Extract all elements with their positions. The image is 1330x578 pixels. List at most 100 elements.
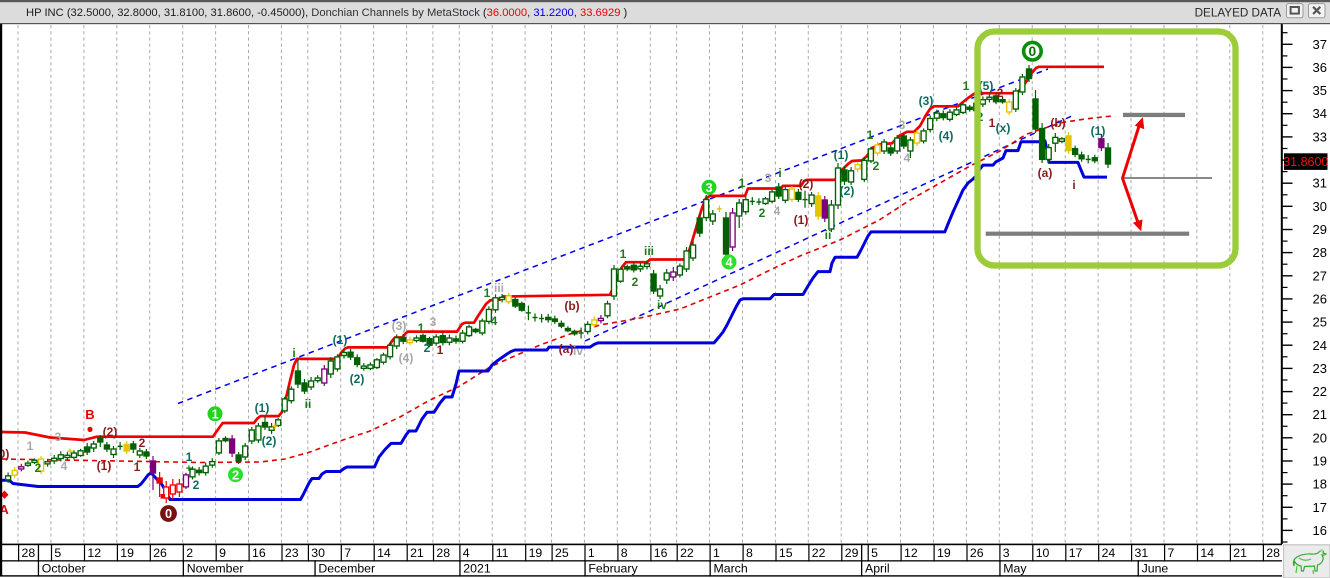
svg-text:(2): (2) xyxy=(262,434,277,448)
svg-text:1: 1 xyxy=(211,406,218,421)
svg-text:March: March xyxy=(714,561,748,575)
svg-text:28: 28 xyxy=(22,546,36,560)
svg-text:1: 1 xyxy=(134,460,141,474)
svg-text:26: 26 xyxy=(970,546,984,560)
svg-text:22: 22 xyxy=(1313,384,1327,399)
svg-text:+: + xyxy=(186,463,192,475)
svg-text:25: 25 xyxy=(555,546,569,560)
svg-text:7: 7 xyxy=(1168,546,1175,560)
svg-text:2: 2 xyxy=(139,436,146,450)
svg-text:1: 1 xyxy=(989,116,996,130)
svg-text:A: A xyxy=(0,502,9,517)
svg-text:(2): (2) xyxy=(103,425,118,439)
svg-text:HP INC (32.5000, 32.8000, 31.8: HP INC (32.5000, 32.8000, 31.8100, 31.86… xyxy=(26,7,628,19)
svg-text:2021: 2021 xyxy=(463,561,491,575)
svg-text:(a): (a) xyxy=(1038,166,1053,180)
svg-text:(1): (1) xyxy=(255,401,270,415)
svg-text:17: 17 xyxy=(1069,546,1083,560)
svg-text:12: 12 xyxy=(904,546,918,560)
svg-text:(1): (1) xyxy=(1091,124,1106,138)
svg-text:16: 16 xyxy=(654,546,668,560)
svg-text:5: 5 xyxy=(54,546,61,560)
svg-text:36: 36 xyxy=(1313,60,1327,75)
svg-text:1: 1 xyxy=(739,176,746,190)
svg-text:14: 14 xyxy=(1200,546,1214,560)
svg-text:DELAYED DATA: DELAYED DATA xyxy=(1195,7,1282,20)
svg-text:19: 19 xyxy=(1313,454,1327,469)
svg-text:31: 31 xyxy=(1135,546,1149,560)
svg-text:23: 23 xyxy=(285,546,299,560)
svg-text:4: 4 xyxy=(774,204,781,218)
svg-text:May: May xyxy=(1003,561,1027,575)
svg-text:(4): (4) xyxy=(939,129,954,143)
svg-text:10: 10 xyxy=(1036,546,1050,560)
svg-text:34: 34 xyxy=(1313,106,1327,121)
svg-text:December: December xyxy=(318,561,375,575)
svg-text:(2): (2) xyxy=(350,372,365,386)
svg-text:2: 2 xyxy=(424,341,431,355)
svg-text:28: 28 xyxy=(436,546,450,560)
svg-text:B: B xyxy=(85,407,94,422)
svg-text:21: 21 xyxy=(1233,546,1247,560)
svg-text:1: 1 xyxy=(27,439,34,453)
svg-text:(b): (b) xyxy=(1050,116,1065,130)
svg-text:30: 30 xyxy=(311,546,325,560)
svg-text:2: 2 xyxy=(232,467,239,482)
svg-text:i: i xyxy=(1072,178,1075,192)
svg-text:(1): (1) xyxy=(834,148,849,162)
svg-text:1: 1 xyxy=(186,450,193,464)
svg-text:(1): (1) xyxy=(97,459,112,473)
svg-text:27: 27 xyxy=(1313,268,1327,283)
svg-text:3: 3 xyxy=(430,315,437,329)
svg-text:15: 15 xyxy=(779,546,793,560)
svg-text:8: 8 xyxy=(746,546,753,560)
svg-text:+: + xyxy=(272,421,278,433)
svg-text:8: 8 xyxy=(621,546,628,560)
svg-text:19: 19 xyxy=(529,546,543,560)
svg-text:(2): (2) xyxy=(799,177,814,191)
svg-text:23: 23 xyxy=(1313,361,1327,376)
svg-text:2: 2 xyxy=(997,86,1004,100)
svg-text:(1): (1) xyxy=(333,333,348,347)
svg-text:22: 22 xyxy=(812,546,826,560)
svg-text:19: 19 xyxy=(937,546,951,560)
svg-text:18: 18 xyxy=(1313,477,1327,492)
svg-text:21: 21 xyxy=(410,546,424,560)
svg-text:30: 30 xyxy=(1313,199,1327,214)
svg-text:9: 9 xyxy=(219,546,226,560)
svg-text:i: i xyxy=(778,166,781,180)
svg-text:ii: ii xyxy=(825,228,832,242)
svg-text:3: 3 xyxy=(899,118,906,132)
svg-text:2: 2 xyxy=(35,461,42,475)
svg-text:1: 1 xyxy=(713,546,720,560)
svg-text:2: 2 xyxy=(632,275,639,289)
svg-text:12: 12 xyxy=(87,546,101,560)
svg-text:October: October xyxy=(42,561,86,575)
svg-text:2: 2 xyxy=(193,478,200,492)
svg-text:11: 11 xyxy=(496,546,509,560)
svg-text:4: 4 xyxy=(463,546,470,560)
svg-text:(3): (3) xyxy=(919,94,934,108)
svg-text:iv: iv xyxy=(573,344,583,358)
svg-text:29: 29 xyxy=(1313,222,1327,237)
svg-text:(1): (1) xyxy=(794,213,809,227)
svg-text:24: 24 xyxy=(1313,338,1327,353)
svg-text:22: 22 xyxy=(680,546,694,560)
svg-text:17: 17 xyxy=(1313,500,1327,515)
svg-text:i: i xyxy=(292,346,295,360)
svg-text:iii: iii xyxy=(494,281,504,295)
svg-text:16: 16 xyxy=(252,546,266,560)
svg-text:2: 2 xyxy=(186,546,193,560)
svg-text:4: 4 xyxy=(904,151,911,165)
svg-text:4: 4 xyxy=(61,459,68,473)
svg-text:21: 21 xyxy=(1313,407,1327,422)
svg-text:June: June xyxy=(1142,561,1169,575)
svg-text:April: April xyxy=(865,561,890,575)
svg-text:2: 2 xyxy=(873,159,880,173)
svg-text:+: + xyxy=(67,446,73,458)
svg-text:26: 26 xyxy=(1313,291,1327,306)
svg-text:28: 28 xyxy=(1313,245,1327,260)
svg-text:February: February xyxy=(588,561,638,575)
svg-text:3: 3 xyxy=(765,171,772,185)
svg-text:26: 26 xyxy=(153,546,167,560)
